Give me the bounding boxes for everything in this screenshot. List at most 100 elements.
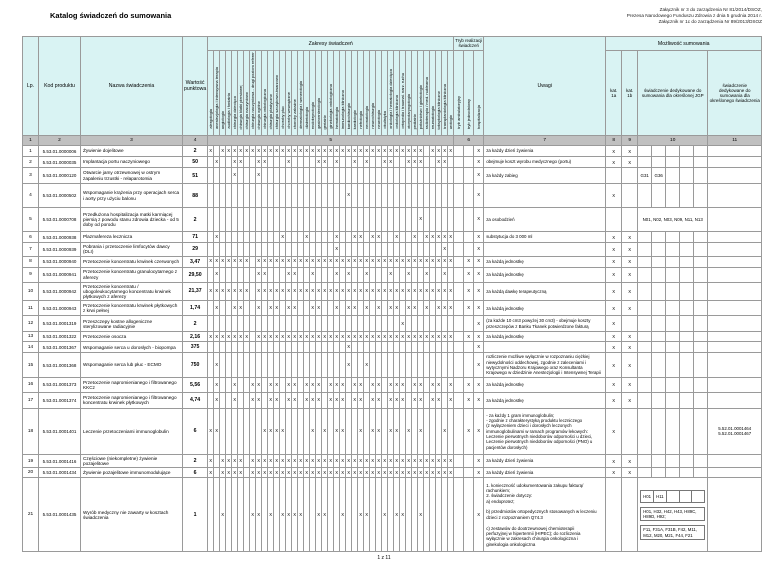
tryb-mark-cell	[463, 341, 475, 354]
dedykowane-swiadczenie-cell	[707, 467, 763, 479]
jgp-subcell	[693, 315, 709, 333]
wartosc-punktowa-cell: 6	[181, 407, 209, 455]
jgp-subcell	[679, 467, 695, 479]
table-row: 18 5.53.01.0001401 Leczenie przetoczeniami…	[22, 407, 763, 455]
zakres-column-label: chirurgia naczyniowa	[244, 91, 249, 129]
kat-1b-cell: X	[621, 255, 639, 268]
lp-cell: 3	[22, 167, 39, 184]
jgp-subcell	[665, 300, 681, 317]
col-header-uwagi: Uwagi	[483, 36, 607, 136]
tryb-mark-cell: X	[473, 255, 485, 268]
tryb-mark-cell: X	[473, 300, 485, 317]
jgp-subcell	[637, 407, 653, 455]
zakres-column-label: okulistyka	[382, 111, 387, 129]
nazwa-swiadczenia-cell: Żywienie pozajelitowe immunomodulujące	[80, 467, 183, 479]
tryb-mark-cell	[463, 467, 475, 479]
lp-cell: 11	[22, 300, 39, 317]
tryb-mark-cell	[463, 231, 475, 243]
kod-produktu-cell: 5.53.01.0000939	[38, 242, 81, 257]
uwagi-cell: substytucja do 3 000 ml	[483, 231, 607, 243]
tryb-mark-cell: X	[473, 331, 485, 343]
wartosc-punktowa-cell: 375	[181, 341, 209, 354]
jgp-subcell	[637, 242, 653, 257]
kat-1b-cell: X	[621, 453, 639, 469]
zakres-column-label: neurochirurgia	[370, 103, 375, 129]
tryb-column-label: tryb ambulatoryjny	[456, 96, 461, 129]
kat-1b-cell: X	[621, 391, 639, 409]
kat-1a-cell: X	[605, 331, 623, 343]
dedykowane-swiadczenie-cell	[707, 231, 763, 243]
jgp-subcell	[637, 183, 653, 208]
jgp-box: H01 H11	[640, 489, 706, 503]
wartosc-punktowa-cell: 88	[181, 183, 209, 208]
lp-cell: 20	[22, 467, 39, 479]
tryb-mark-cell	[453, 341, 465, 354]
tryb-group-header: Tryb realizacji świadczeń	[453, 36, 485, 51]
tryb-mark-cell	[463, 156, 475, 168]
table-row: 20 5.53.01.0001434 Żywienie pozajelitowe i…	[22, 467, 763, 479]
zakres-column-label: neonatologia	[364, 106, 369, 129]
table-row: 4 5.53.01.0000502 Wspomaganie krążenia prz…	[22, 183, 763, 208]
zakres-column-label: reumatologia	[430, 105, 435, 129]
jgp-subcell	[693, 242, 709, 257]
jgp-subcell	[651, 281, 667, 302]
kod-produktu-cell: 5.53.01.0000120	[38, 167, 81, 184]
zakres-column-label: położnictwo i ginekologia	[418, 84, 423, 129]
jgp-subcell	[637, 255, 653, 268]
jgp-subcell	[667, 490, 680, 502]
lp-cell: 6	[22, 231, 39, 243]
kat-1a-cell	[605, 167, 623, 184]
table-row: 14 5.53.01.0001367 Wspomaganie serca u dor…	[22, 341, 763, 354]
wartosc-punktowa-cell: 50	[181, 156, 209, 168]
jgp-subcell	[665, 352, 681, 378]
wartosc-punktowa-cell: 2,16	[181, 331, 209, 343]
zakres-column-label: nefrologia	[358, 111, 363, 129]
kat-1a-cell: X	[605, 341, 623, 354]
tryb-mark-cell: X	[473, 477, 485, 553]
nazwa-swiadczenia-cell: Wspomaganie serca u dorosłych - biopompa	[80, 341, 183, 354]
lp-cell: 7	[22, 242, 39, 257]
jgp-subcell	[665, 156, 681, 168]
col-header-kat-1a: kat. 1a	[605, 50, 623, 136]
kod-produktu-cell: 5.53.01.0001435	[38, 477, 81, 553]
dedykowane-swiadczenie-cell	[707, 341, 763, 354]
kat-1b-cell: X	[621, 242, 639, 257]
tryb-mark-cell	[453, 331, 465, 343]
jgp-subcell	[637, 352, 653, 378]
uwagi-cell: za każdą jednostkę	[483, 376, 607, 393]
tryb-mark-cell	[453, 156, 465, 168]
lp-cell: 17	[22, 391, 39, 409]
nazwa-swiadczenia-cell: Przetoczenie osocza	[80, 331, 183, 343]
dedykowane-swiadczenie-cell	[707, 167, 763, 184]
jgp-subcell	[693, 453, 709, 469]
jgp-cell: N01, N02, N03, N09, N11, N13	[637, 207, 709, 232]
zakres-column-label: onkologia kliniczna	[394, 95, 399, 129]
kod-produktu-cell: 5.53.01.0001319	[38, 315, 81, 333]
lp-cell: 14	[22, 341, 39, 354]
uwagi-cell: za każdą jednostkę	[483, 300, 607, 317]
lp-cell: 21	[22, 477, 39, 553]
uwagi-cell: za każdą jednostkę	[483, 255, 607, 268]
nazwa-swiadczenia-cell: Wspomaganie serca lub płuc - ECMO	[80, 352, 183, 378]
uwagi-cell: rozliczenie możliwe wyłącznie w rozpozna…	[483, 352, 607, 378]
zakres-column-label: anestezjologia i intensywna terapia	[214, 66, 219, 129]
col-header-jgp-dedykowane: świadczenie dedykowane do sumowania dla …	[637, 50, 709, 136]
wartosc-punktowa-cell: 1,74	[181, 300, 209, 317]
wartosc-punktowa-cell: 71	[181, 231, 209, 243]
jgp-subcell	[679, 300, 695, 317]
catalog-table: Lp. Kod produktu Nazwa świadczenia Wartość …	[22, 36, 763, 553]
tryb-mark-cell: X	[473, 242, 485, 257]
dedykowane-swiadczenie-cell	[707, 352, 763, 378]
kat-1b-cell	[621, 315, 639, 333]
tryb-mark-cell	[463, 315, 475, 333]
kat-1a-cell	[605, 207, 623, 232]
wartosc-punktowa-cell: 2	[181, 145, 209, 157]
tryb-mark-cell: X	[473, 376, 485, 393]
zakres-column-label: immunologia kliniczna	[340, 89, 345, 129]
lp-cell: 1	[22, 145, 39, 157]
jgp-subcell	[679, 255, 695, 268]
jgp-subcell	[651, 315, 667, 333]
kat-1b-cell: X	[621, 231, 639, 243]
tryb-mark-cell: X	[463, 407, 475, 455]
kod-produktu-cell: 5.53.01.0001401	[38, 407, 81, 455]
